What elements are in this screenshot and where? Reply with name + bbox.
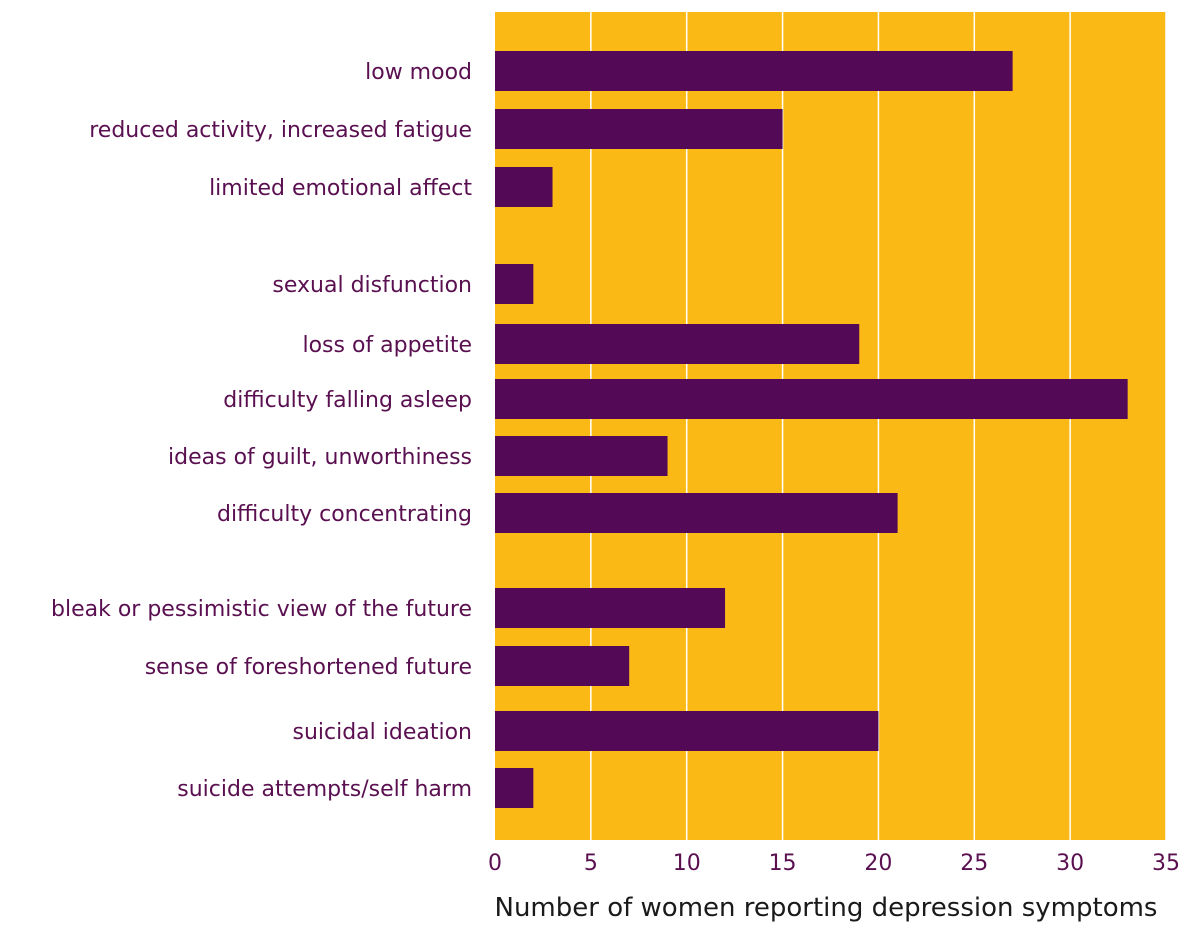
bar xyxy=(495,711,879,751)
category-label: limited emotional affect xyxy=(209,176,472,201)
x-tick-label: 35 xyxy=(1152,851,1180,876)
x-tick-labels: 0 5 10 15 20 25 30 35 xyxy=(488,851,1180,876)
x-tick-label: 5 xyxy=(584,851,598,876)
bar xyxy=(495,768,534,808)
grid-lines xyxy=(590,12,1167,840)
bar xyxy=(495,436,668,476)
bar xyxy=(495,109,783,149)
x-tick-label: 25 xyxy=(960,851,988,876)
x-tick-label: 20 xyxy=(864,851,892,876)
bar xyxy=(495,51,1013,91)
category-label: low mood xyxy=(365,60,472,85)
bar xyxy=(495,167,553,207)
x-tick-label: 15 xyxy=(769,851,797,876)
bar xyxy=(495,588,726,628)
x-tick-label: 30 xyxy=(1056,851,1084,876)
category-label: difficulty concentrating xyxy=(217,502,472,527)
category-label: suicide attempts/self harm xyxy=(177,777,472,802)
category-label: ideas of guilt, unworthiness xyxy=(168,445,472,470)
plot-background xyxy=(495,12,1166,840)
category-label: difficulty falling asleep xyxy=(223,388,472,413)
x-tick-label: 10 xyxy=(673,851,701,876)
bars xyxy=(495,51,1128,808)
bar xyxy=(495,264,534,304)
category-labels: low mood reduced activity, increased fati… xyxy=(51,60,472,802)
category-label: bleak or pessimistic view of the future xyxy=(51,597,472,622)
category-label: loss of appetite xyxy=(302,333,472,358)
x-tick-label: 0 xyxy=(488,851,502,876)
bar xyxy=(495,324,860,364)
bar xyxy=(495,493,898,533)
category-label: reduced activity, increased fatigue xyxy=(89,118,472,143)
category-label: suicidal ideation xyxy=(292,720,472,745)
x-axis-title: Number of women reporting depression sym… xyxy=(495,893,1158,923)
bar xyxy=(495,379,1128,419)
category-label: sexual disfunction xyxy=(272,273,472,298)
category-label: sense of foreshortened future xyxy=(145,655,472,680)
bar xyxy=(495,646,630,686)
